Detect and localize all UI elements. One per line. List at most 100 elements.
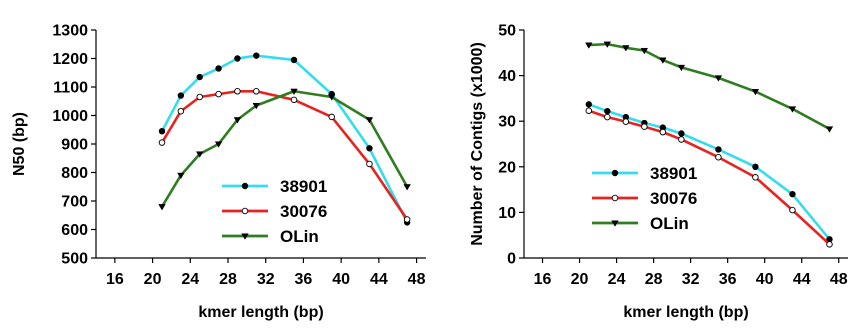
legend-marker-OLin (241, 233, 249, 240)
x-tick-label: 24 (181, 271, 199, 288)
data-point-OLin (365, 117, 374, 124)
data-point-OLin (640, 47, 649, 55)
data-point-38901 (158, 127, 166, 135)
data-point-30076 (215, 90, 222, 98)
data-point-30076 (678, 136, 685, 143)
x-axis-title: kmer length (bp) (198, 304, 323, 321)
chart-1: 500 600 700 800 900 1000 1100 1200 1300 16 20 24 28 3… (11, 23, 426, 321)
data-point-38901 (366, 145, 373, 152)
legend-label-OLin: OLin (650, 214, 689, 233)
data-point-38901 (585, 101, 592, 108)
data-point-OLin (677, 64, 686, 72)
x-tick-label: 44 (370, 271, 388, 288)
data-point-30076 (752, 174, 759, 181)
series-line-30076 (160, 89, 409, 221)
data-point-OLin (622, 45, 630, 52)
y-tick-label: 1100 (53, 80, 88, 97)
y-tick-label: 50 (498, 23, 516, 40)
y-tick-label: 0 (507, 251, 516, 268)
x-tick-label: 16 (534, 271, 552, 288)
data-point-OLin (290, 88, 298, 96)
y-tick-label: 1300 (52, 23, 88, 40)
x-tick-label: 36 (295, 271, 313, 288)
x-tick-label: 28 (645, 271, 663, 288)
data-point-38901 (234, 55, 241, 62)
data-point-OLin (403, 184, 411, 191)
data-point-38901 (604, 107, 611, 115)
series-38901 (158, 52, 411, 226)
y-axis-title: Number of Contigs (x1000) (469, 42, 486, 246)
x-tick-label: 48 (830, 271, 848, 288)
x-tick-label: 32 (257, 271, 275, 288)
y-tick-label: 40 (498, 68, 516, 85)
x-tick-label: 48 (408, 271, 426, 288)
data-point-OLin (327, 94, 336, 101)
x-tick-label: 20 (571, 271, 589, 288)
series-30076 (158, 88, 411, 223)
data-point-38901 (177, 92, 185, 99)
x-tick-label: 28 (219, 271, 237, 288)
data-point-30076 (177, 107, 185, 115)
data-point-OLin (603, 41, 612, 48)
series-30076 (585, 107, 833, 248)
series-OLin (585, 41, 834, 133)
legend-label-30076: 30076 (280, 202, 327, 221)
y-tick-label: 700 (61, 194, 88, 211)
data-point-30076 (290, 96, 298, 104)
data-point-OLin (233, 117, 242, 124)
series-line-OLin (588, 42, 831, 131)
x-tick-label: 36 (719, 271, 737, 288)
data-point-38901 (215, 65, 222, 72)
data-point-OLin (825, 126, 834, 133)
data-point-OLin (585, 42, 593, 49)
legend-label-38901: 38901 (650, 164, 697, 183)
data-point-OLin (158, 204, 166, 211)
chart-2: 0 10 20 30 40 50 16 20 24 28 32 36 40 44 48 kmer length… (469, 23, 848, 321)
data-point-OLin (214, 141, 223, 148)
legend-label-OLin: OLin (280, 227, 319, 246)
y-tick-label: 500 (61, 251, 88, 268)
data-point-OLin (659, 57, 667, 64)
data-point-30076 (715, 153, 722, 161)
data-point-38901 (196, 73, 203, 81)
data-point-OLin (751, 89, 760, 96)
data-point-38901 (253, 52, 260, 59)
data-point-38901 (789, 190, 796, 198)
x-tick-label: 40 (756, 271, 774, 288)
series-line-38901 (160, 54, 409, 223)
series-line-38901 (588, 103, 831, 241)
series-line-OLin (160, 89, 409, 208)
data-point-30076 (328, 113, 335, 121)
legend-marker-38901 (241, 182, 249, 190)
data-point-38901 (715, 146, 722, 153)
data-point-30076 (622, 118, 630, 125)
data-point-OLin (788, 106, 797, 113)
data-point-30076 (585, 107, 593, 114)
data-point-30076 (253, 88, 260, 95)
legend-marker-38901 (611, 169, 619, 177)
data-point-OLin (714, 75, 723, 82)
x-tick-label: 44 (793, 271, 811, 288)
data-point-38901 (290, 56, 298, 64)
x-tick-label: 32 (682, 271, 700, 288)
legend-label-38901: 38901 (280, 177, 327, 196)
x-tick-label: 40 (332, 271, 350, 288)
legend-marker-OLin (611, 220, 619, 227)
data-point-30076 (366, 160, 373, 168)
data-point-38901 (752, 163, 759, 170)
legend: 38901 30076 OLin (222, 177, 327, 246)
data-point-30076 (826, 241, 833, 248)
data-point-30076 (403, 216, 411, 223)
legend-marker-30076 (241, 207, 249, 215)
data-point-30076 (604, 113, 611, 121)
x-tick-label: 16 (106, 271, 124, 288)
y-axis-title: N50 (bp) (11, 112, 28, 176)
data-point-OLin (195, 151, 204, 158)
data-point-30076 (789, 206, 796, 214)
series-OLin (158, 88, 411, 211)
data-point-OLin (252, 102, 261, 110)
legend: 38901 30076 OLin (592, 164, 697, 233)
x-tick-label: 24 (608, 271, 626, 288)
data-point-30076 (196, 93, 203, 101)
